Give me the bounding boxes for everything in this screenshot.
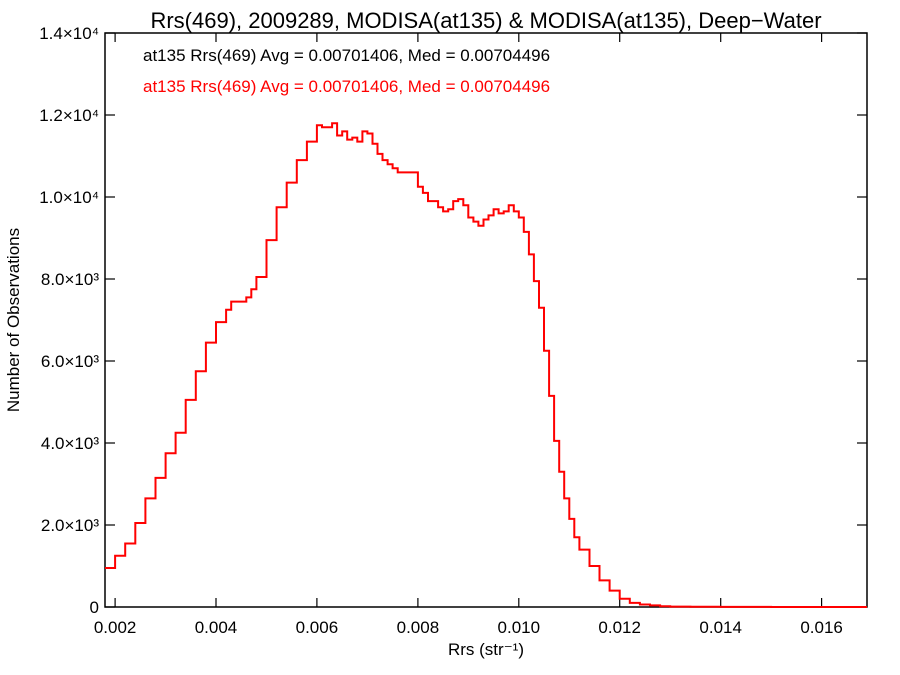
x-tick-label: 0.016 <box>800 618 843 637</box>
x-axis-label: Rrs (str⁻¹) <box>448 640 524 659</box>
histogram-series-line-0 <box>105 122 867 608</box>
y-axis-label: Number of Observations <box>4 228 23 412</box>
x-tick-label: 0.010 <box>498 618 541 637</box>
y-tick-label: 8.0×10³ <box>41 270 99 289</box>
x-tick-label: 0.008 <box>397 618 440 637</box>
plot-frame <box>104 32 868 608</box>
y-tick-label: 1.2×10⁴ <box>39 106 99 125</box>
y-tick-label: 1.0×10⁴ <box>39 188 99 207</box>
annotation-avg-med-red: at135 Rrs(469) Avg = 0.00701406, Med = 0… <box>143 77 550 96</box>
chart-title: Rrs(469), 2009289, MODISA(at135) & MODIS… <box>150 8 821 33</box>
y-tick-label: 6.0×10³ <box>41 352 99 371</box>
x-tick-label: 0.012 <box>598 618 641 637</box>
x-tick-label: 0.014 <box>699 618 742 637</box>
x-tick-label: 0.006 <box>296 618 339 637</box>
series-layer <box>105 122 867 608</box>
x-axis: 0.002 0.004 0.006 0.008 0.010 0.012 0.014 0.016 <box>94 33 843 637</box>
annotation-avg-med-black: at135 Rrs(469) Avg = 0.00701406, Med = 0… <box>143 46 550 65</box>
y-tick-label: 0 <box>90 598 99 617</box>
x-tick-label: 0.002 <box>94 618 137 637</box>
y-tick-label: 2.0×10³ <box>41 516 99 535</box>
y-axis: 0 2.0×10³ 4.0×10³ 6.0×10³ 8.0×10³ 1.0×10⁴ 1.2×… <box>39 24 867 617</box>
y-tick-label: 1.4×10⁴ <box>39 24 99 43</box>
x-tick-label: 0.004 <box>195 618 238 637</box>
y-tick-label: 4.0×10³ <box>41 434 99 453</box>
